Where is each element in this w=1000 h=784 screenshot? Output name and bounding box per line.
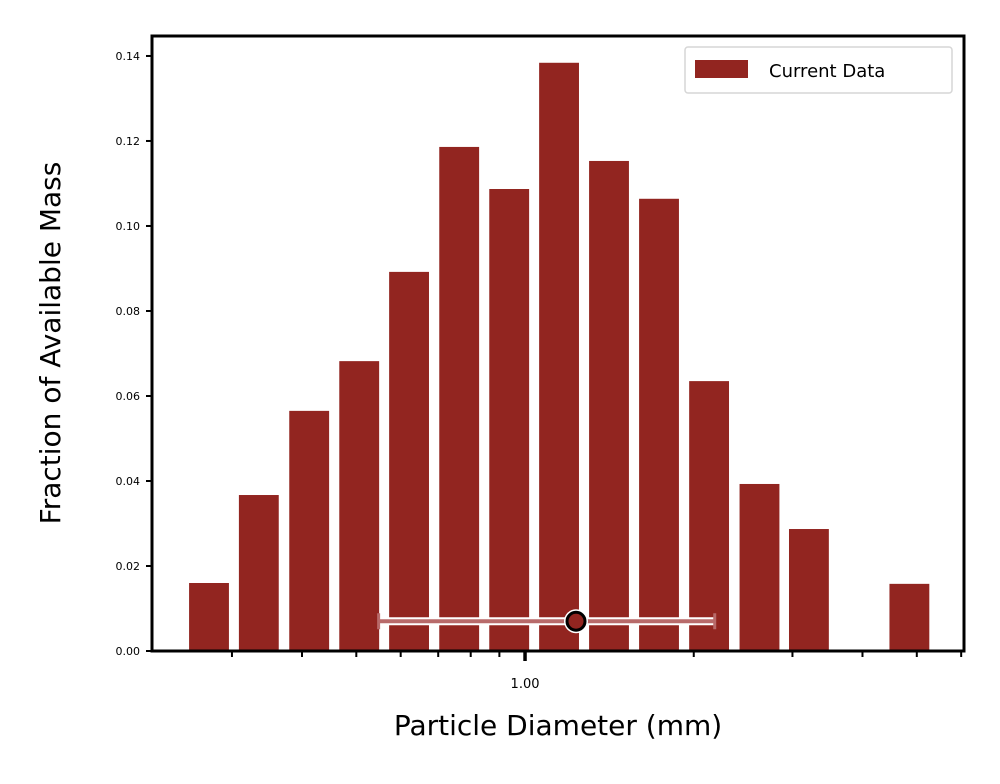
y-tick-label: 0.10 <box>116 220 141 233</box>
bar <box>389 271 429 651</box>
y-tick-label: 0.08 <box>116 305 141 318</box>
x-axis: 1.00 <box>230 651 963 692</box>
y-tick-label: 0.02 <box>116 560 141 573</box>
bar <box>589 160 629 651</box>
x-tick-label: 1.00 <box>511 677 540 692</box>
bar <box>539 62 579 652</box>
legend-swatch <box>695 60 748 78</box>
bar <box>189 582 229 651</box>
bar <box>489 189 530 651</box>
bar <box>238 495 279 651</box>
y-tick-label: 0.12 <box>116 135 141 148</box>
bars-group <box>189 62 930 652</box>
y-axis: 0.00 0.02 0.04 0.06 0.08 0.10 0.12 0.14 <box>116 50 152 658</box>
plot-frame <box>150 34 966 653</box>
legend: Current Data <box>684 46 953 94</box>
summary-errorbar <box>377 609 717 634</box>
legend-box <box>684 46 953 94</box>
y-tick-label: 0.06 <box>116 390 141 403</box>
y-tick-label: 0.00 <box>116 645 141 658</box>
y-tick-label: 0.14 <box>116 50 141 63</box>
bar <box>889 583 930 651</box>
legend-label: Current Data <box>769 61 885 82</box>
y-axis-label: Fraction of Available Mass <box>34 162 67 525</box>
bar <box>339 361 380 651</box>
bar <box>739 483 780 651</box>
bar <box>289 410 330 651</box>
bar <box>439 146 480 651</box>
bar <box>689 381 730 651</box>
bar <box>788 529 829 651</box>
y-tick-label: 0.04 <box>116 475 141 488</box>
x-axis-label: Particle Diameter (mm) <box>394 709 722 742</box>
median-marker <box>565 610 587 632</box>
bar <box>639 198 679 651</box>
